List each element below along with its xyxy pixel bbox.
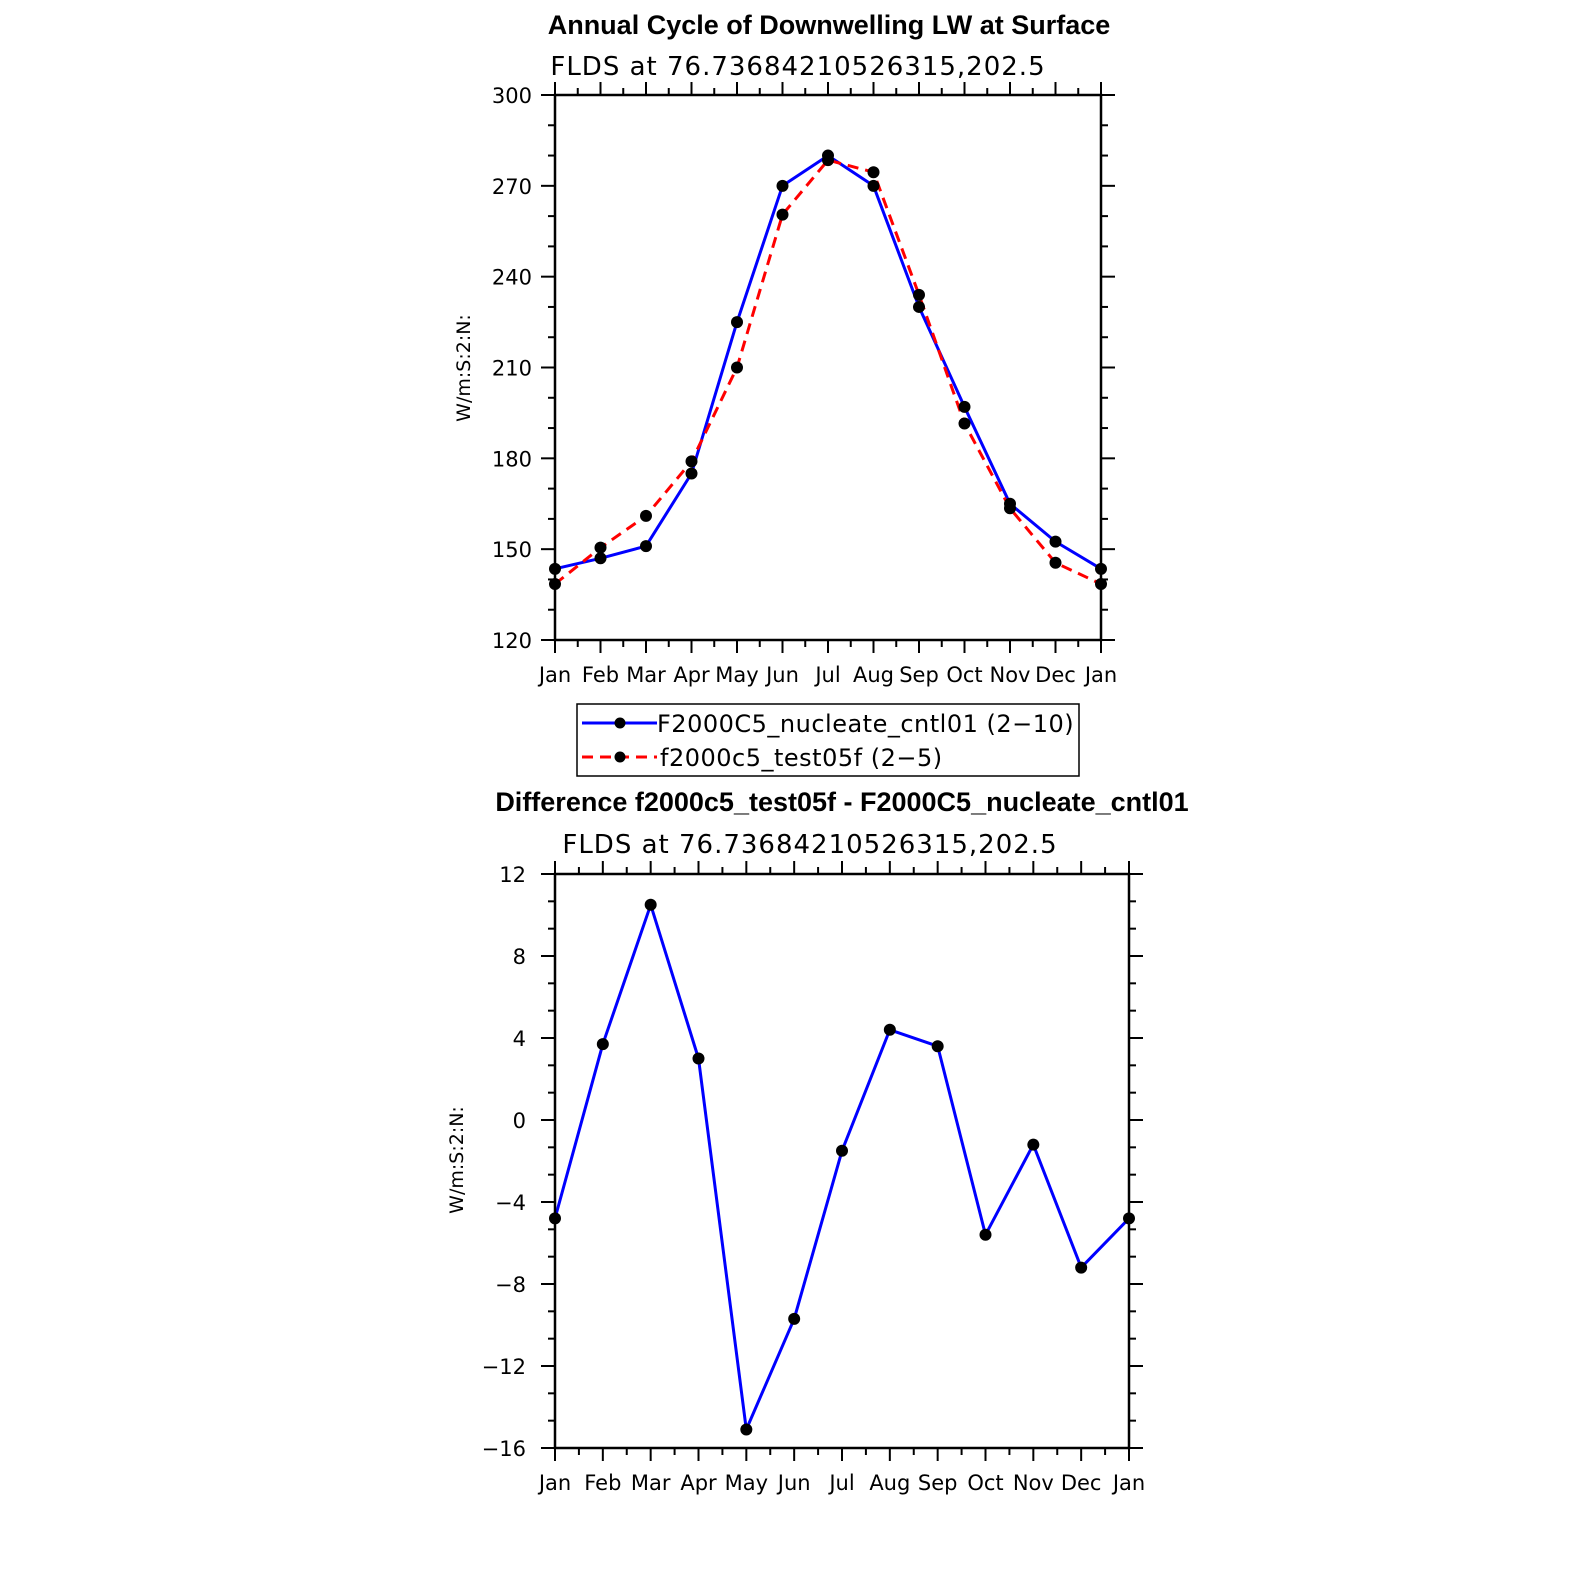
chart2-series-1-point — [644, 898, 657, 911]
chart2-y-tick-label: −16 — [482, 1437, 526, 1461]
chart2-x-tick-label: Jun — [776, 1471, 811, 1495]
chart2-series-1-point — [1075, 1261, 1088, 1274]
chart-difference: Difference f2000c5_test05f - F2000C5_nuc… — [446, 787, 1189, 1495]
chart1-plot-frame — [553, 93, 1103, 642]
chart1-y-tick-label: 240 — [492, 266, 532, 290]
legend-label-series-2: f2000c5_test05f (2−5) — [660, 744, 943, 772]
chart2-y-tick-label: 12 — [499, 863, 526, 887]
chart1-y-axis-label: W/m:S:2:N: — [453, 314, 475, 422]
chart1-x-tick-label: Feb — [582, 663, 619, 687]
chart1-y-tick-label: 270 — [492, 175, 532, 199]
chart1-x-tick-label: Jul — [813, 663, 840, 687]
chart2-y-tick-label: 8 — [513, 945, 526, 969]
chart2-series-1-point — [596, 1038, 609, 1051]
chart1-series-2-point — [776, 208, 789, 221]
chart2-y-tick-label: −4 — [495, 1191, 526, 1215]
chart2-x-tick-label: Aug — [869, 1471, 910, 1495]
chart1-series-2-point — [867, 166, 880, 179]
chart2-axis-ticks: −16 −12 −8 −4 0 4 8 12 Jan Feb Mar Apr May Jun Jul Aug S… — [482, 861, 1145, 1495]
chart2-x-tick-label: Feb — [584, 1471, 621, 1495]
legend-box — [576, 703, 1080, 777]
chart1-series-2-point — [640, 509, 652, 522]
chart2-x-tick-label: Oct — [967, 1471, 1003, 1495]
chart2-series-1-point — [836, 1144, 848, 1157]
chart2-series-1-point — [883, 1023, 896, 1036]
chart1-y-tick-label: 180 — [492, 447, 532, 471]
chart1-series-1-point — [776, 179, 789, 192]
chart1-series-1-point — [640, 540, 652, 553]
chart2-series-1-point — [931, 1040, 944, 1053]
chart2-series-1-point — [1027, 1138, 1040, 1151]
chart2-title: Difference f2000c5_test05f - F2000C5_nuc… — [495, 787, 1188, 817]
chart2-plot-frame — [553, 872, 1131, 1450]
chart1-series-1-point — [594, 552, 607, 565]
chart1-x-tick-label: Dec — [1035, 663, 1076, 687]
chart2-x-tick-label: Dec — [1061, 1471, 1102, 1495]
chart2-y-tick-label: 4 — [513, 1027, 526, 1051]
chart1-series-line-1 — [554, 154, 1102, 571]
chart2-x-tick-label: Jul — [827, 1471, 854, 1495]
chart1-series-2-point — [685, 455, 698, 468]
chart2-x-tick-label: Jan — [537, 1471, 571, 1495]
chart1-x-tick-label: Jan — [537, 663, 571, 687]
chart1-y-tick-label: 150 — [492, 538, 532, 562]
chart1-series-1-point — [913, 300, 925, 313]
chart-annual-cycle: Annual Cycle of Downwelling LW at Surfac… — [453, 10, 1117, 687]
chart2-series-1-point — [692, 1052, 705, 1065]
chart1-subtitle: FLDS at 76.73684210526315,202.5 — [550, 52, 1045, 82]
chart1-series-2-point — [1049, 556, 1062, 569]
chart1-series-1-point — [731, 316, 743, 329]
chart1-x-tick-label: Jun — [764, 663, 799, 687]
chart1-x-tick-label: Apr — [673, 663, 710, 687]
chart2-series-1-point — [740, 1423, 753, 1436]
chart1-x-tick-label: Aug — [853, 663, 894, 687]
chart2-x-tick-label: Mar — [631, 1471, 671, 1495]
chart1-series-1-point — [685, 467, 698, 480]
chart2-series-line-1 — [553, 903, 1131, 1431]
chart1-series-1-point — [867, 179, 880, 192]
chart1-series-2-point — [958, 417, 971, 430]
chart1-x-tick-label: Mar — [626, 663, 666, 687]
chart2-x-tick-label: May — [725, 1471, 768, 1495]
chart2-x-tick-label: Apr — [680, 1471, 717, 1495]
chart2-y-tick-label: −12 — [482, 1355, 526, 1379]
chart1-x-tick-label: Nov — [990, 663, 1031, 687]
legend-label-series-1: F2000C5_nucleate_cntl01 (2−10) — [657, 710, 1074, 738]
chart1-series-2-point — [731, 361, 743, 374]
chart1-y-tick-label: 210 — [492, 357, 532, 381]
chart2-series-1-point — [788, 1312, 801, 1325]
chart1-x-tick-label: Jan — [1083, 663, 1117, 687]
chart2-series-1-point — [979, 1228, 992, 1241]
chart1-axis-ticks: 120 150 180 210 240 270 300 Jan Feb Mar Apr May Jun J… — [492, 82, 1117, 687]
chart1-y-tick-label: 120 — [492, 629, 532, 653]
chart1-series-2-point — [913, 288, 925, 301]
chart1-x-tick-label: May — [715, 663, 758, 687]
chart1-series-2-point — [822, 154, 834, 167]
chart1-series-1-point — [1049, 535, 1062, 548]
chart1-series-line-2 — [554, 158, 1102, 586]
chart1-title: Annual Cycle of Downwelling LW at Surfac… — [548, 10, 1111, 40]
chart1-x-tick-label: Sep — [899, 663, 939, 687]
chart2-y-tick-label: 0 — [513, 1109, 526, 1133]
chart2-y-tick-label: −8 — [495, 1273, 526, 1297]
chart2-x-tick-label: Nov — [1013, 1471, 1054, 1495]
chart1-series-2-point — [1004, 502, 1016, 515]
legend-marker-series-1 — [614, 717, 626, 729]
chart1-legend: F2000C5_nucleate_cntl01 (2−10) f2000c5_t… — [576, 703, 1080, 777]
chart2-y-axis-label: W/m:S:2:N: — [446, 1106, 468, 1214]
chart2-series — [549, 898, 1135, 1436]
chart2-x-tick-label: Jan — [1111, 1471, 1145, 1495]
chart1-x-tick-label: Oct — [946, 663, 982, 687]
chart1-series — [549, 149, 1107, 590]
chart1-series-1-point — [958, 400, 971, 413]
chart1-y-tick-label: 300 — [492, 84, 532, 108]
chart2-subtitle: FLDS at 76.73684210526315,202.5 — [562, 830, 1057, 860]
chart1-series-2-point — [594, 541, 607, 554]
chart2-x-tick-label: Sep — [918, 1471, 958, 1495]
legend-marker-series-2 — [614, 751, 626, 763]
